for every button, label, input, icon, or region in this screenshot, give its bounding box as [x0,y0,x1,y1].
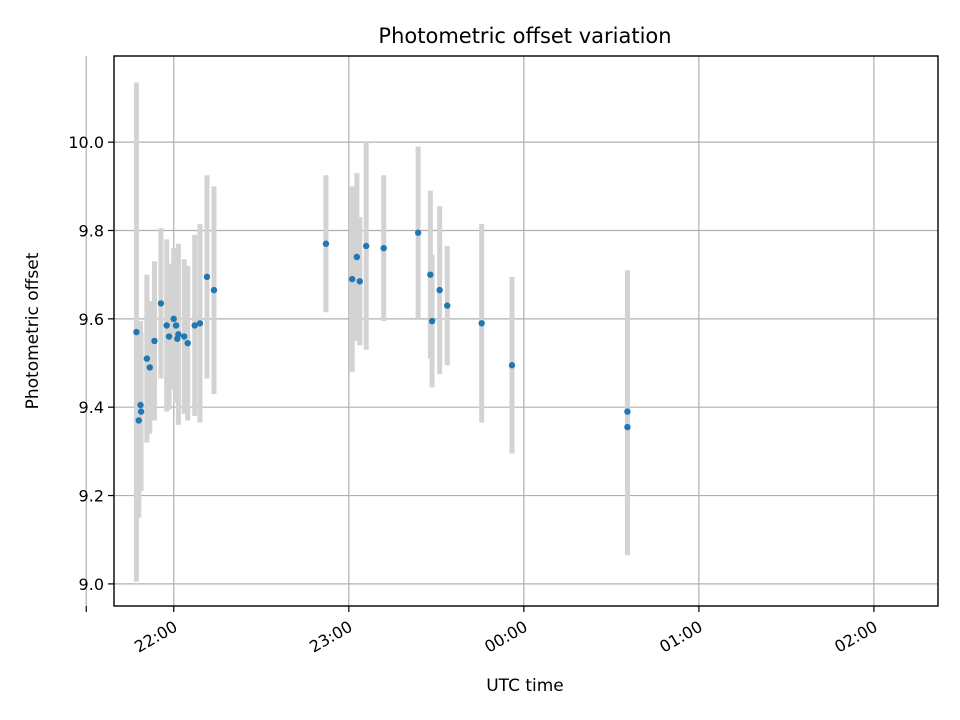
data-points [133,229,631,431]
y-tick-label: 9.2 [79,487,104,506]
plot-frame [113,55,939,607]
data-point [444,302,451,309]
data-point [363,242,370,250]
data-point [356,278,363,285]
y-axis-label: Photometric offset [23,252,43,409]
y-tick-label: 9.0 [79,575,104,594]
data-point [210,286,218,294]
data-point [414,229,422,236]
data-point [191,322,198,329]
data-point [203,273,211,281]
x-axis-label: UTC time [486,676,564,696]
data-point [624,408,631,415]
data-point [181,333,188,340]
data-point [172,322,180,329]
data-point [165,333,173,340]
data-point [478,320,485,327]
data-point [184,339,191,347]
data-point [133,328,140,336]
y-tick-label: 9.6 [79,310,104,329]
data-point [380,244,387,252]
data-point [427,271,434,278]
y-tick-label: 9.8 [79,221,104,240]
data-point [175,331,182,338]
data-point [146,364,153,371]
y-tick-label: 10.0 [68,133,104,152]
data-point [143,355,151,362]
data-point [137,408,145,415]
data-point [170,315,177,323]
data-point [157,300,165,307]
data-point [436,286,443,294]
data-point [196,320,204,327]
data-point [624,423,631,431]
y-tick-label: 9.4 [79,398,104,417]
data-point [163,322,170,329]
data-point [135,417,142,424]
data-point [428,317,436,325]
data-point [349,275,356,283]
chart-title: Photometric offset variation [378,24,671,48]
data-point [353,253,361,261]
data-point [508,362,516,369]
data-point [137,401,144,409]
data-point [322,240,330,247]
data-point [151,337,158,345]
